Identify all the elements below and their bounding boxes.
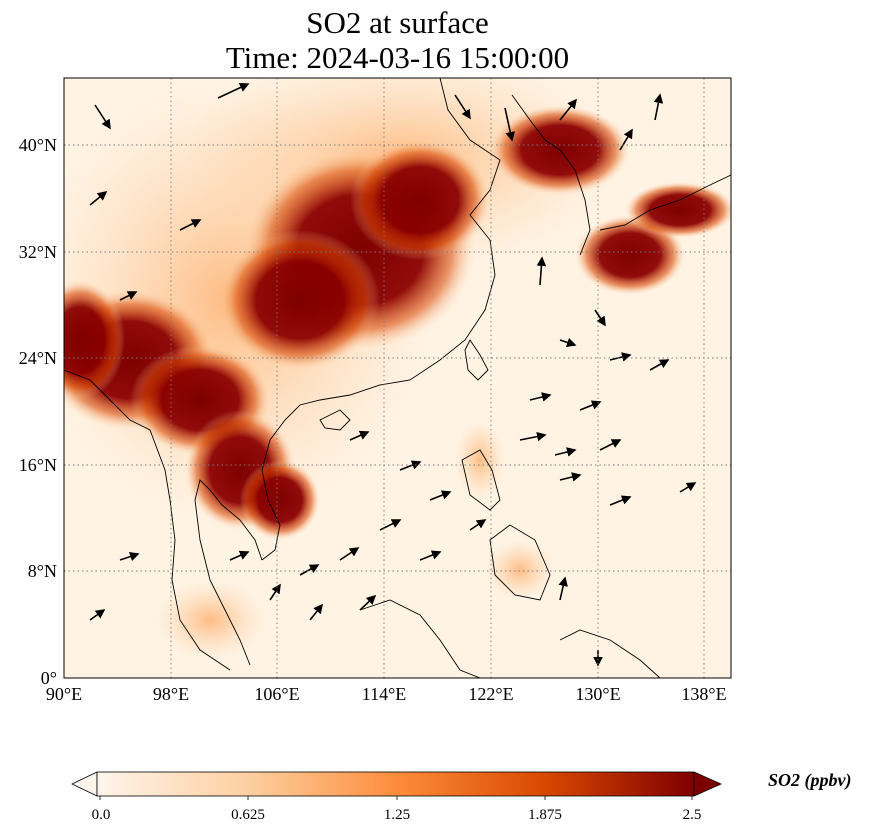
gridlines	[64, 78, 731, 678]
lat-tick-label: 8°N	[28, 561, 57, 581]
colorbar-tick-label: 2.5	[683, 807, 702, 823]
colorbar-tick-label: 0.625	[231, 807, 265, 823]
wind-vectors	[89, 83, 697, 667]
colorbar-tick-label: 1.25	[384, 807, 410, 823]
so2-field	[64, 78, 731, 660]
colorbar-tick-label: 1.875	[528, 807, 562, 823]
map-frame	[63, 77, 732, 679]
lon-tick-label: 106°E	[254, 684, 299, 704]
map-title: SO2 at surface	[306, 5, 489, 40]
lon-tick-label: 90°E	[46, 684, 82, 704]
lat-tick-label: 40°N	[19, 135, 57, 155]
lon-tick-label: 98°E	[153, 684, 189, 704]
lon-tick-label: 114°E	[362, 684, 407, 704]
lat-tick-label: 24°N	[19, 348, 57, 368]
lon-tick-label: 122°E	[468, 684, 513, 704]
colorbar-max-extend	[693, 771, 722, 797]
map-time-subtitle: Time: 2024-03-16 15:00:00	[225, 40, 570, 75]
lat-tick-label: 0°	[41, 668, 57, 688]
colorbar-min-extend	[71, 771, 98, 797]
coastlines	[64, 78, 731, 678]
lat-tick-label: 32°N	[19, 242, 57, 262]
lat-tick-label: 16°N	[19, 455, 57, 475]
colorbar-label: SO2 (ppbv)	[768, 770, 852, 790]
lon-tick-label: 138°E	[681, 684, 726, 704]
colorbar: 0.0 0.625 1.25 1.875 2.5	[71, 771, 722, 823]
colorbar-tick-label: 0.0	[92, 807, 111, 823]
lon-tick-label: 130°E	[575, 684, 620, 704]
colorbar-gradient	[96, 771, 695, 797]
